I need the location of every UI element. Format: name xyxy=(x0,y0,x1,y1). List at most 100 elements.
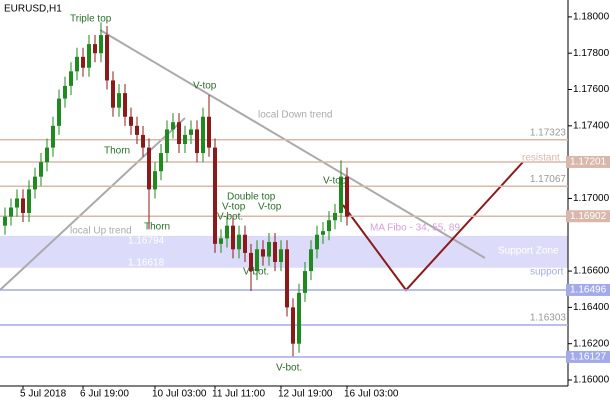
candle-body xyxy=(279,249,283,262)
annotation: support xyxy=(530,267,564,278)
annotation: V-top xyxy=(258,202,282,213)
x-tick-label: 16 Jul 03:00 xyxy=(344,389,399,400)
candle-body xyxy=(159,153,163,172)
annotation: V-top xyxy=(323,176,347,187)
x-tick-label: 6 Jul 19:00 xyxy=(80,389,129,400)
candle-body xyxy=(129,116,133,126)
candle-body xyxy=(123,93,127,117)
level-label-box xyxy=(566,350,610,363)
candle-body xyxy=(183,134,187,144)
candle-body xyxy=(147,147,151,190)
candle-body xyxy=(93,44,97,54)
annotation: resistant xyxy=(522,153,560,164)
candle-body xyxy=(297,292,301,344)
annotation: V-bot. xyxy=(217,212,243,223)
annotation: V-top xyxy=(222,202,246,213)
candle-body xyxy=(309,249,313,272)
y-tick-label: 1.17600 xyxy=(573,84,610,95)
y-tick-label: 1.16000 xyxy=(573,375,610,386)
level-label: 1.17201 xyxy=(570,157,607,168)
candle-body xyxy=(327,220,331,232)
candle-body xyxy=(189,129,193,135)
candle-body xyxy=(339,176,343,213)
annotation: Thorn xyxy=(144,222,170,233)
support-zone xyxy=(0,235,568,268)
y-tick-label: 1.18000 xyxy=(573,12,610,23)
level-label: 1.16303 xyxy=(530,313,567,324)
candle-body xyxy=(267,242,271,257)
level-label: 1.16902 xyxy=(570,211,607,222)
candle-body xyxy=(87,44,91,68)
candle-body xyxy=(39,162,43,177)
zone-top-label: 1.16794 xyxy=(128,235,165,246)
candle-body xyxy=(9,207,13,217)
candle-body xyxy=(75,56,79,72)
y-tick-label: 1.16400 xyxy=(573,302,610,313)
candle-body xyxy=(255,249,259,272)
candle-body xyxy=(321,231,325,235)
candle-body xyxy=(117,93,121,108)
y-tick-label: 1.16600 xyxy=(573,266,610,277)
y-tick-label: 1.17400 xyxy=(573,120,610,131)
up-trendline xyxy=(0,117,186,291)
down-trendline xyxy=(99,29,486,259)
candle-body xyxy=(201,116,205,154)
candle-body xyxy=(213,147,217,244)
candle-body xyxy=(81,56,85,68)
annotation: Triple top xyxy=(70,14,112,25)
zone-label: Support Zone xyxy=(498,245,559,256)
candle-body xyxy=(345,176,349,217)
level-label-box xyxy=(566,155,610,168)
candle-body xyxy=(3,216,7,226)
chart-title: EURUSD,H1 xyxy=(4,4,62,15)
candle-body xyxy=(57,98,61,126)
candle-body xyxy=(315,234,319,250)
candle-body xyxy=(21,198,25,213)
candle-body xyxy=(165,129,169,154)
candle-body xyxy=(171,122,175,130)
candle-body xyxy=(69,71,73,86)
candle-body xyxy=(261,249,265,257)
level-label: 1.16496 xyxy=(570,285,607,296)
annotation: V-top xyxy=(193,81,217,92)
x-tick-label: 11 Jul 11:00 xyxy=(212,389,265,400)
candle-body xyxy=(225,225,229,239)
annotation: V-bot. xyxy=(243,267,269,278)
candle-body xyxy=(33,176,37,190)
candle-body xyxy=(99,35,103,54)
candle-body xyxy=(207,116,211,148)
candle-body xyxy=(45,147,49,163)
candle-body xyxy=(15,198,19,208)
annotation: local Down trend xyxy=(258,110,332,121)
candle-body xyxy=(231,225,235,250)
candle-body xyxy=(237,234,241,250)
candle-body xyxy=(243,234,247,253)
level-label: 1.16127 xyxy=(570,352,607,363)
level-label-box xyxy=(566,210,610,223)
candle-body xyxy=(27,189,31,213)
candle-body xyxy=(303,271,307,293)
annotation: V-bot. xyxy=(276,363,302,374)
annotation: MA Fibo - 34, 55, 89 xyxy=(370,223,460,234)
annotation: local Up trend xyxy=(70,226,132,237)
annotation: Thorn xyxy=(104,146,130,157)
candle-body xyxy=(141,134,145,148)
candle-body xyxy=(219,238,223,244)
y-tick-label: 1.17800 xyxy=(573,48,610,59)
annotation: Double top xyxy=(227,192,276,203)
candle-body xyxy=(105,35,109,81)
y-tick-label: 1.17000 xyxy=(573,193,610,204)
candle-body xyxy=(51,125,55,148)
candle-body xyxy=(135,125,139,135)
candle-body xyxy=(153,171,157,190)
candle-body xyxy=(63,85,67,99)
candle-body xyxy=(249,252,253,272)
level-label-box xyxy=(566,283,610,296)
candle-body xyxy=(177,122,181,144)
x-tick-label: 10 Jul 03:00 xyxy=(152,389,207,400)
zone-bottom-label: 1.16618 xyxy=(128,257,165,268)
candle-body xyxy=(273,242,277,262)
x-tick-label: 5 Jul 2018 xyxy=(20,389,67,400)
candle-body xyxy=(291,307,295,344)
